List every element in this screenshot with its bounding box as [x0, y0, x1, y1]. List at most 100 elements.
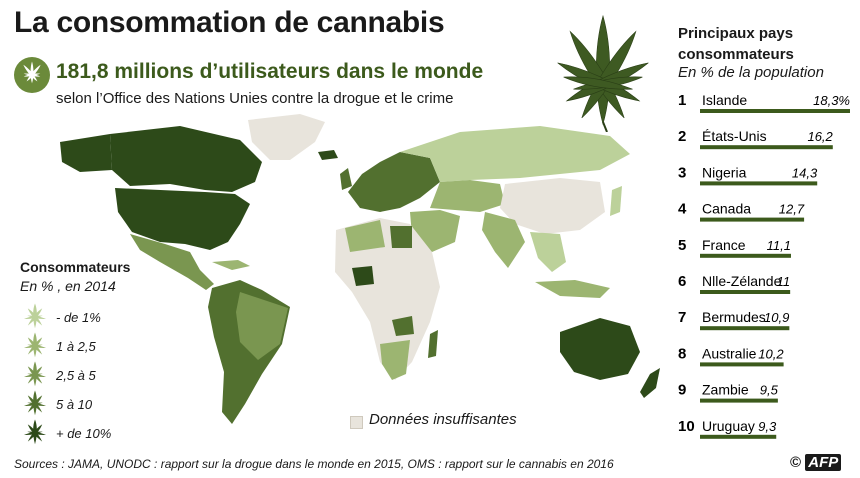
rank-number: 9 — [678, 382, 686, 399]
map-alaska — [60, 134, 112, 172]
map-new-zealand — [640, 368, 660, 398]
map-india — [482, 212, 525, 268]
country-label: Zambie — [702, 382, 749, 398]
rank-number: 4 — [678, 201, 687, 218]
leaf-icon — [23, 361, 47, 387]
legend-label: + de 10% — [56, 426, 112, 441]
legend-title: Consommateurs — [20, 259, 131, 275]
map-se-asia — [530, 232, 566, 272]
map-zambia — [392, 316, 414, 336]
ranking-bar — [700, 362, 784, 367]
ranking-bar-chart: 1 Islande 18,3% 2 États-Unis 16,2 3 Nigeria 14,3… — [678, 92, 850, 439]
value-label: 10,9 — [764, 310, 789, 325]
cannabis-leaf-illustration — [557, 14, 649, 132]
value-label: 12,7 — [779, 202, 805, 217]
legend-item: 2,5 à 5 — [20, 361, 180, 391]
map-usa — [115, 188, 250, 250]
rank-number: 2 — [678, 128, 686, 145]
leaf-icon — [23, 303, 47, 329]
ranking-row: 9 Zambie 9,5 — [678, 382, 779, 403]
headline: 181,8 millions d’utilisateurs dans le mo… — [56, 60, 484, 83]
map-japan — [610, 186, 622, 216]
map-southern-africa — [380, 340, 410, 380]
legend-leaf-shape — [23, 390, 47, 416]
legend-subtitle: En % , en 2014 — [20, 278, 116, 294]
value-label: 9,5 — [760, 383, 779, 398]
ranking-title: Principaux pays consommateurs — [678, 25, 794, 63]
rank-number: 3 — [678, 164, 686, 181]
country-label: Australie — [702, 345, 757, 361]
country-label: Canada — [702, 201, 751, 217]
map-egypt — [390, 226, 412, 248]
ranking-row: 1 Islande 18,3% — [678, 92, 850, 113]
rank-number: 1 — [678, 92, 686, 109]
legend-leaf-shape — [23, 361, 47, 387]
value-label: 14,3 — [792, 165, 818, 180]
country-label: France — [702, 237, 746, 253]
country-label: Nigeria — [702, 164, 747, 180]
map-caribbean — [212, 260, 250, 270]
ranking-bar — [700, 434, 777, 439]
world-map — [60, 114, 660, 424]
leaf-icon — [23, 419, 47, 445]
rank-number: 6 — [678, 273, 686, 290]
page-title: La consommation de cannabis — [14, 6, 445, 39]
map-europe — [348, 152, 440, 212]
legend-leaf-shape — [23, 419, 47, 445]
value-label: 9,3 — [758, 419, 777, 434]
map-russia — [400, 126, 630, 182]
legend-label: 5 à 10 — [56, 397, 93, 412]
rank-number: 10 — [678, 418, 695, 435]
ranking-bar — [700, 109, 850, 113]
ranking-bar — [700, 290, 791, 294]
cannabis-leaf-icon — [14, 57, 50, 93]
map-madagascar — [428, 330, 438, 358]
leaf-icon — [23, 332, 47, 358]
ranking-row: 5 France 11,1 — [678, 237, 791, 258]
value-label: 10,2 — [758, 346, 784, 361]
country-label: États-Unis — [702, 128, 767, 144]
map-australia — [560, 318, 640, 380]
map-iceland — [318, 150, 338, 160]
legend-item: + de 10% — [20, 419, 180, 449]
ranking-subtitle: En % de la population — [678, 64, 824, 81]
legend-item: 5 à 10 — [20, 390, 180, 420]
rank-number: 5 — [678, 237, 686, 254]
ranking-bar — [700, 326, 790, 331]
legend-label: - de 1% — [56, 310, 101, 325]
map-greenland — [248, 114, 325, 160]
legend-leaf-shape — [23, 332, 47, 358]
map-central-asia — [430, 180, 505, 212]
copyright-symbol: © — [790, 454, 802, 471]
value-label: 18,3% — [813, 93, 850, 108]
ranking-bar — [700, 253, 791, 258]
ranking-bar — [700, 145, 833, 150]
map-canada — [110, 126, 262, 192]
map-north-africa — [345, 220, 385, 252]
country-label: Bermudes — [702, 309, 766, 325]
country-label: Nlle-Zélande — [702, 273, 782, 289]
rank-number: 7 — [678, 309, 686, 326]
insufficient-label: Données insuffisantes — [369, 411, 517, 428]
subheadline: selon l’Office des Nations Unies contre … — [56, 90, 454, 107]
map-brazil-shade — [236, 292, 288, 360]
ranking-row: 8 Australie 10,2 — [678, 345, 784, 367]
map-nigeria — [352, 266, 374, 286]
value-label: 16,2 — [807, 129, 833, 144]
ranking-row: 10 Uruguay 9,3 — [678, 418, 777, 439]
source-note: Sources : JAMA, UNODC : rapport sur la d… — [14, 457, 614, 471]
afp-logo: AFP — [805, 454, 842, 471]
map-china — [500, 178, 605, 234]
ranking-bar — [700, 398, 778, 403]
legend-item: - de 1% — [20, 303, 180, 333]
ranking-row: 2 États-Unis 16,2 — [678, 128, 834, 150]
map-indonesia — [535, 280, 610, 298]
afp-credit: © AFP — [790, 454, 842, 471]
legend-label: 1 à 2,5 — [56, 339, 96, 354]
value-label: 11,1 — [767, 238, 791, 253]
map-africa — [335, 218, 440, 380]
ranking-row: 4 Canada 12,7 — [678, 201, 805, 222]
legend-label: 2,5 à 5 — [56, 368, 96, 383]
